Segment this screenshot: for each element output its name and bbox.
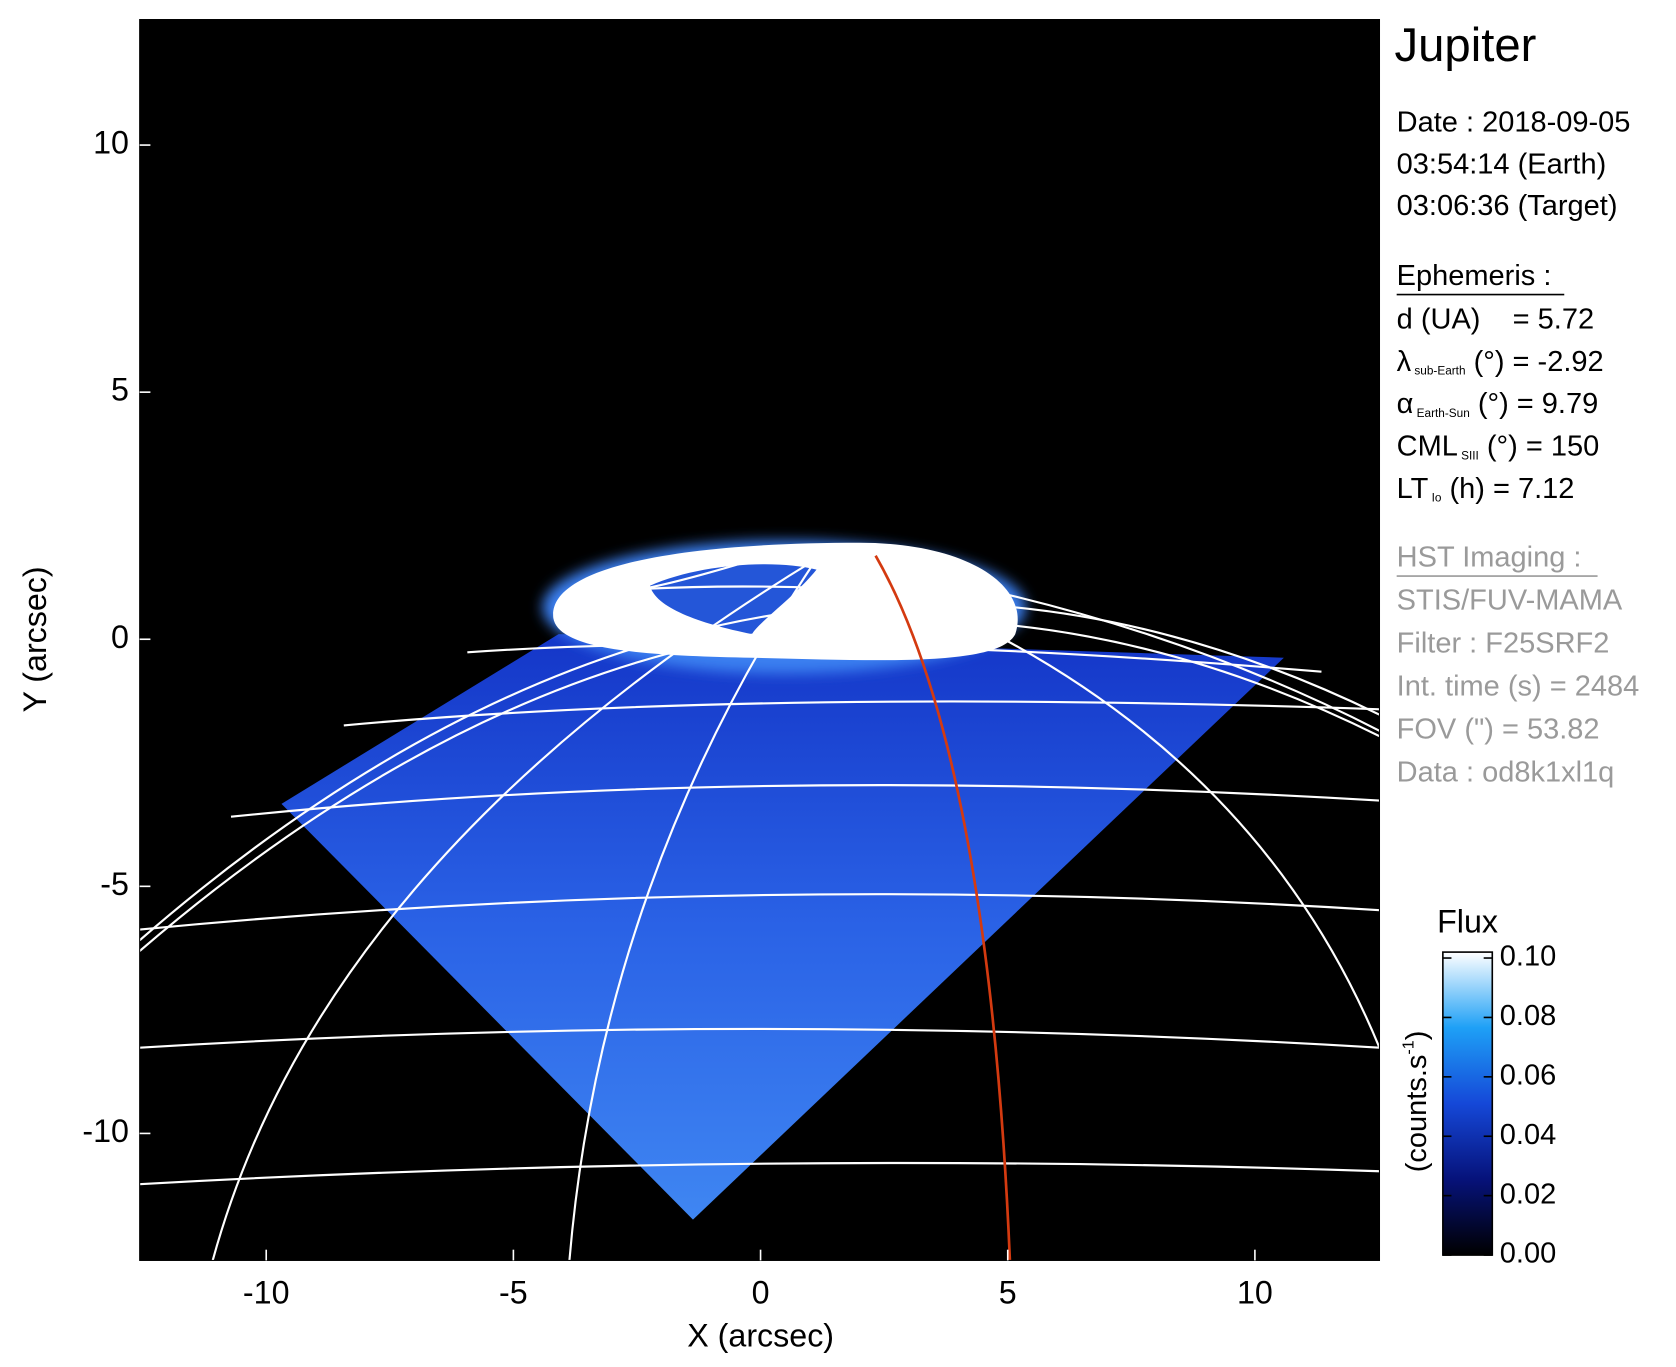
ephemeris-row: LT Io (h) = 7.12 bbox=[1397, 473, 1575, 505]
date-line: Date : 2018-09-05 bbox=[1397, 106, 1631, 138]
y-tick-label: -10 bbox=[82, 1113, 129, 1149]
colorbar-tick-label: 0.08 bbox=[1500, 1000, 1556, 1032]
ephemeris-row: d (UA) = 5.72 bbox=[1397, 303, 1594, 335]
ephemeris-row: CML SIII (°) = 150 bbox=[1397, 430, 1600, 462]
colorbar-tick-label: 0.10 bbox=[1500, 941, 1556, 973]
emission-disk bbox=[281, 634, 1284, 1220]
imaging-row: Int. time (s) = 2484 bbox=[1397, 670, 1640, 702]
ephemeris-symbol: α bbox=[1397, 388, 1414, 420]
ephemeris-symbol: LT bbox=[1397, 473, 1429, 505]
ephemeris-rest: (°) = -2.92 bbox=[1466, 345, 1604, 377]
y-tick-label: 0 bbox=[111, 619, 129, 655]
colorbar-label-sup: -1 bbox=[1400, 1040, 1418, 1054]
planet-grid bbox=[139, 552, 1380, 1261]
ephemeris-subscript: sub-Earth bbox=[1414, 364, 1465, 378]
polar-region bbox=[649, 564, 817, 635]
y-axis-label: Y (arcsec) bbox=[17, 566, 53, 712]
y-tick-label: 10 bbox=[93, 125, 129, 161]
info-title: Jupiter bbox=[1395, 19, 1537, 72]
ephemeris-rest: (°) = 150 bbox=[1479, 430, 1599, 462]
x-tick-label: -10 bbox=[243, 1274, 290, 1310]
colorbar-label-text: (counts.s bbox=[1401, 1055, 1433, 1173]
ephemeris-symbol: λ bbox=[1397, 345, 1412, 377]
ephemeris-subscript: SIII bbox=[1461, 448, 1479, 462]
x-tick-label: -5 bbox=[499, 1274, 528, 1310]
x-tick-label: 5 bbox=[999, 1274, 1017, 1310]
colorbar-tick-label: 0.06 bbox=[1500, 1059, 1556, 1091]
colorbar-label-end: ) bbox=[1401, 1031, 1433, 1041]
colorbar-tick-label: 0.04 bbox=[1500, 1119, 1556, 1151]
colorbar-label: (counts.s-1) bbox=[1400, 1031, 1433, 1173]
ephemeris-heading: Ephemeris : bbox=[1397, 260, 1552, 292]
ephemeris-rest: (°) = 9.79 bbox=[1470, 388, 1598, 420]
colorbar-tick-label: 0.02 bbox=[1500, 1178, 1556, 1210]
x-tick-label: 10 bbox=[1237, 1274, 1273, 1310]
imaging-heading: HST Imaging : bbox=[1397, 542, 1582, 574]
ephemeris-subscript: Io bbox=[1432, 491, 1442, 505]
reference-meridian bbox=[874, 554, 1012, 1261]
x-axis-label: X (arcsec) bbox=[687, 1317, 834, 1353]
colorbar-title: Flux bbox=[1437, 904, 1498, 940]
y-tick-label: -5 bbox=[100, 866, 129, 902]
ephemeris-symbol: CML bbox=[1397, 430, 1458, 462]
ephemeris-rest: (h) = 7.12 bbox=[1441, 473, 1574, 505]
x-tick-label: 0 bbox=[752, 1274, 770, 1310]
date-line: 03:54:14 (Earth) bbox=[1397, 148, 1607, 180]
colorbar-tick-label: 0.00 bbox=[1500, 1238, 1556, 1270]
imaging-row: FOV (") = 53.82 bbox=[1397, 713, 1600, 745]
ephemeris-row: λ sub-Earth (°) = -2.92 bbox=[1397, 345, 1604, 377]
ephemeris-subscript: Earth-Sun bbox=[1417, 406, 1470, 420]
date-line: 03:06:36 (Target) bbox=[1397, 190, 1618, 222]
image-panel bbox=[139, 19, 1381, 1261]
colorbar bbox=[1442, 951, 1494, 1256]
ephemeris-row: α Earth-Sun (°) = 9.79 bbox=[1397, 388, 1599, 420]
imaging-row: Filter : F25SRF2 bbox=[1397, 627, 1610, 659]
ephemeris-text: d (UA) = 5.72 bbox=[1397, 303, 1594, 335]
y-tick-label: 5 bbox=[111, 372, 129, 408]
imaging-row: STIS/FUV-MAMA bbox=[1397, 585, 1623, 617]
imaging-row: Data : od8k1xl1q bbox=[1397, 756, 1615, 788]
